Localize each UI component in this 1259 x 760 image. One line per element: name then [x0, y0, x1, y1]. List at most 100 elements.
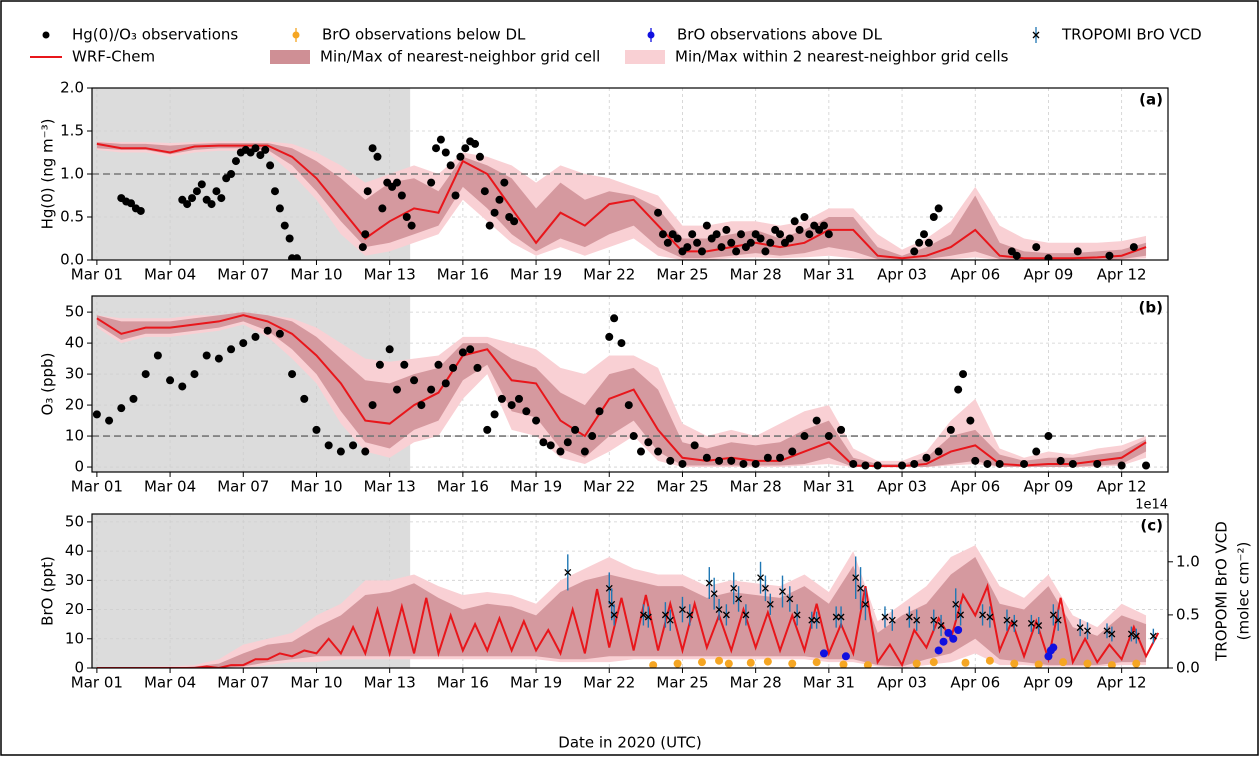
observation-point	[397, 191, 406, 200]
observation-point	[251, 144, 260, 153]
x-tick-label: Apr 12	[1097, 674, 1147, 692]
y2-tick-label: 1.0	[1176, 552, 1200, 570]
observation-point	[458, 348, 467, 357]
observation-point	[410, 376, 419, 385]
observation-point	[636, 447, 645, 456]
x-tick-label: Apr 06	[950, 478, 1000, 496]
observation-point	[819, 221, 828, 230]
observation-point	[400, 360, 409, 369]
observation-point	[946, 425, 955, 434]
observation-point	[788, 659, 797, 668]
x-tick-label: Mar 01	[71, 266, 123, 284]
x-tick-label: Mar 28	[730, 478, 782, 496]
y-tick-label: 50	[65, 303, 84, 321]
legend-marker	[647, 31, 655, 39]
y-tick-label: 1.0	[60, 165, 84, 183]
vcd-marker	[793, 611, 801, 619]
observation-point	[324, 441, 333, 450]
vcd-marker	[1003, 616, 1011, 624]
observation-point	[178, 382, 187, 391]
vcd-marker	[1035, 622, 1043, 629]
observation-point	[1020, 459, 1029, 468]
observation-point	[944, 628, 953, 637]
observation-point	[446, 161, 455, 170]
observation-point	[824, 432, 833, 441]
observation-point	[166, 376, 175, 385]
observation-point	[954, 626, 963, 635]
observation-point	[510, 217, 519, 226]
observation-point	[983, 459, 992, 468]
x-tick-label: Mar 25	[656, 478, 708, 496]
observation-point	[202, 351, 211, 360]
observation-point	[654, 208, 663, 217]
observation-point	[763, 657, 772, 666]
observation-point	[737, 230, 746, 239]
observation-point	[495, 195, 504, 204]
observation-point	[702, 221, 711, 230]
observation-point	[480, 187, 489, 196]
observation-point	[839, 660, 848, 668]
observation-point	[490, 410, 499, 419]
observation-point	[588, 432, 597, 441]
observation-point	[1010, 659, 1019, 668]
x-tick-label: Mar 10	[290, 674, 342, 692]
observation-point	[441, 379, 450, 388]
observation-point	[1107, 661, 1116, 668]
legend-marker	[1032, 31, 1040, 39]
vcd-marker	[905, 613, 913, 621]
observation-point	[522, 407, 531, 416]
vcd-marker	[766, 600, 774, 608]
x-tick-label: Mar 10	[290, 478, 342, 496]
observation-point	[663, 238, 672, 247]
x-tick-label: Mar 13	[364, 478, 416, 496]
y-tick-label: 40	[65, 334, 84, 352]
vcd-marker	[1027, 619, 1035, 627]
vcd-marker	[715, 606, 723, 614]
observation-point	[385, 345, 394, 354]
observation-point	[819, 649, 828, 658]
x-tick-label: Mar 07	[217, 266, 269, 284]
axes-frame	[91, 295, 1169, 473]
vcd-marker	[564, 568, 572, 576]
y2-axis-label: TROPOMI BrO VCD	[1213, 521, 1231, 662]
observation-point	[485, 221, 494, 230]
observation-point	[683, 243, 692, 252]
x-tick-label: Mar 22	[583, 266, 635, 284]
observation-point	[441, 148, 450, 157]
vcd-marker	[930, 616, 938, 624]
observation-point	[153, 351, 162, 360]
observation-point	[617, 339, 626, 348]
observation-point	[715, 656, 724, 665]
vcd-marker	[1108, 630, 1116, 638]
panel-label: (a)	[1139, 91, 1163, 109]
x-tick-label: Mar 28	[730, 266, 782, 284]
observation-point	[912, 659, 921, 668]
x-tick-label: Apr 03	[877, 478, 927, 496]
observation-point	[666, 456, 675, 465]
observation-point	[402, 213, 411, 221]
y2-axis-label: (molec cm⁻²)	[1235, 542, 1253, 641]
vcd-marker	[957, 611, 965, 619]
observation-point	[563, 438, 572, 447]
x-tick-label: Mar 01	[71, 478, 123, 496]
observation-point	[363, 187, 372, 196]
panel-label: (c)	[1140, 517, 1163, 535]
vcd-marker	[913, 616, 921, 624]
observation-point	[490, 208, 499, 217]
vcd-marker	[678, 606, 686, 614]
observation-point	[407, 221, 416, 230]
model-line	[96, 582, 1160, 668]
observation-point	[92, 410, 101, 419]
observation-point	[473, 363, 482, 372]
legend-label: WRF-Chem	[72, 48, 155, 66]
observation-point	[629, 432, 638, 441]
observation-point	[929, 658, 938, 667]
observation-point	[724, 659, 733, 668]
observation-point	[954, 385, 963, 394]
legend-label: Min/Max of nearest-neighbor grid cell	[320, 48, 600, 66]
y-tick-label: 0	[74, 659, 84, 677]
observation-point	[654, 447, 663, 456]
observation-point	[697, 247, 706, 256]
vcd-marker	[639, 611, 647, 619]
observation-point	[214, 354, 223, 363]
